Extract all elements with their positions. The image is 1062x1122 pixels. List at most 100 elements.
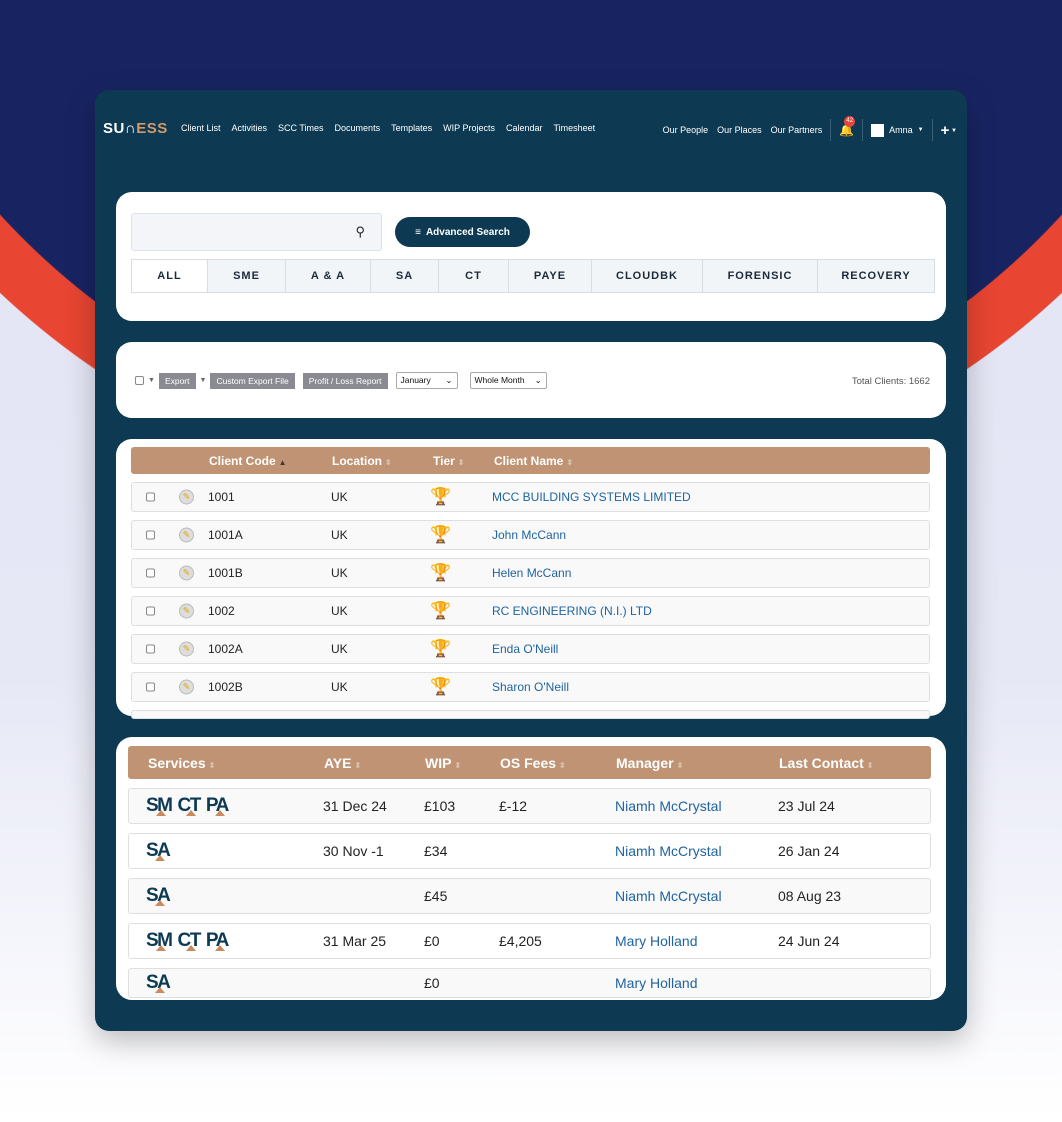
table-row[interactable]: ✎ 1001A UK 🏆 John McCann: [131, 520, 930, 550]
column-header[interactable]: Tier ⬍: [433, 454, 465, 468]
table-row[interactable]: SA £45 Niamh McCrystal 08 Aug 23: [128, 878, 931, 914]
add-menu-button[interactable]: + ▼: [940, 121, 957, 139]
client-name-link[interactable]: Helen McCann: [492, 566, 572, 580]
column-header[interactable]: WIP ⬍: [425, 755, 461, 771]
row-checkbox[interactable]: [146, 492, 155, 502]
wip: £0: [424, 975, 440, 991]
month-value: January: [400, 375, 431, 385]
tab-sa[interactable]: SA: [370, 260, 438, 292]
client-code: 1002: [208, 604, 235, 618]
nav-link-client-list[interactable]: Client List: [181, 123, 221, 133]
column-header[interactable]: OS Fees ⬍: [500, 755, 566, 771]
row-checkbox[interactable]: [146, 644, 155, 654]
tab-all[interactable]: ALL: [132, 260, 207, 292]
export-button[interactable]: Export: [158, 372, 196, 389]
table-row[interactable]: SA £0 Mary Holland: [128, 968, 931, 998]
service-badges: SM CT PA: [146, 795, 234, 817]
row-checkbox[interactable]: [146, 606, 155, 616]
caret-down-icon[interactable]: ▼: [199, 377, 207, 384]
column-header[interactable]: Manager ⬍: [616, 755, 683, 771]
select-all-checkbox[interactable]: [135, 376, 144, 385]
period-select[interactable]: Whole Month ⌄: [469, 372, 547, 389]
table-row[interactable]: ✎ 1002A UK 🏆 Enda O'Neill: [131, 634, 930, 664]
nav-link-our-places[interactable]: Our Places: [717, 125, 762, 135]
row-checkbox[interactable]: [146, 682, 155, 692]
nav-link-templates[interactable]: Templates: [391, 123, 433, 133]
column-header[interactable]: Location ⬍: [332, 454, 392, 468]
client-name-link[interactable]: Enda O'Neill: [492, 642, 559, 656]
sort-icon[interactable]: ⬍: [559, 760, 566, 770]
sort-icon[interactable]: ⬍: [385, 457, 392, 467]
edit-icon[interactable]: ✎: [179, 489, 194, 505]
search-input[interactable]: ⚲: [131, 213, 382, 251]
search-icon[interactable]: ⚲: [355, 224, 365, 239]
table-row[interactable]: SM CT PA 31 Mar 25 £0 £4,205 Mary Holland 24 Ju…: [128, 923, 931, 959]
sort-icon[interactable]: ⬍: [566, 457, 574, 467]
nav-link-documents[interactable]: Documents: [334, 123, 381, 133]
tab-paye[interactable]: PAYE: [508, 260, 591, 292]
profit-loss-report-button[interactable]: Profit / Loss Report: [302, 372, 388, 389]
custom-export-button[interactable]: Custom Export File: [210, 372, 295, 389]
sort-icon[interactable]: ⬍: [866, 760, 874, 770]
column-header[interactable]: Services ⬍: [148, 755, 215, 771]
column-header[interactable]: Client Code ▲: [209, 454, 287, 468]
table-row[interactable]: SM CT PA 31 Dec 24 £103 £-12 Niamh McCrystal 23…: [128, 788, 931, 824]
tab-forensic[interactable]: FORENSIC: [702, 260, 817, 292]
month-select[interactable]: January ⌄: [395, 372, 458, 389]
row-checkbox[interactable]: [146, 530, 155, 540]
manager-link[interactable]: Niamh McCrystal: [615, 888, 722, 904]
edit-icon[interactable]: ✎: [179, 603, 194, 619]
sort-icon[interactable]: ⬍: [676, 760, 684, 770]
nav-link-timesheet[interactable]: Timesheet: [553, 123, 596, 133]
service-badges: SM CT PA: [146, 930, 234, 952]
tab-sme[interactable]: SME: [207, 260, 285, 292]
sort-icon[interactable]: ▲: [278, 457, 287, 467]
edit-icon[interactable]: ✎: [179, 565, 194, 581]
column-header[interactable]: Last Contact ⬍: [779, 755, 874, 771]
nav-link-calendar[interactable]: Calendar: [505, 123, 543, 133]
column-header[interactable]: AYE ⬍: [324, 755, 361, 771]
table-row[interactable]: SA 30 Nov -1 £34 Niamh McCrystal 26 Jan 24: [128, 833, 931, 869]
service-badges: SA: [146, 840, 175, 862]
sort-icon[interactable]: ⬍: [454, 760, 462, 770]
tab-ct[interactable]: CT: [438, 260, 508, 292]
table-row[interactable]: ✎ 1001 UK 🏆 MCC BUILDING SYSTEMS LIMITED: [131, 482, 930, 512]
advanced-search-button[interactable]: ≡ Advanced Search: [395, 217, 530, 247]
nav-link-scc-times[interactable]: SCC Times: [278, 123, 324, 133]
client-name-link[interactable]: MCC BUILDING SYSTEMS LIMITED: [492, 490, 691, 504]
tab-recovery[interactable]: RECOVERY: [817, 260, 934, 292]
manager-link[interactable]: Mary Holland: [615, 975, 698, 991]
sort-icon[interactable]: ⬍: [457, 457, 465, 467]
clients-table-panel: Client Code ▲ Location ⬍ Tier ⬍ Client Name ⬍ ✎…: [116, 439, 946, 719]
table-row[interactable]: ✎ 1002B UK 🏆 Sharon O'Neill: [131, 672, 930, 702]
tier-trophy-icon: 🏆: [430, 563, 452, 582]
edit-icon[interactable]: ✎: [179, 641, 194, 657]
nav-link-wip-projects[interactable]: WIP Projects: [443, 123, 495, 133]
manager-link[interactable]: Mary Holland: [615, 933, 698, 949]
tab-aa[interactable]: A & A: [285, 260, 370, 292]
notifications-bell-icon[interactable]: 🔔 42: [839, 116, 856, 137]
row-checkbox[interactable]: [146, 568, 155, 578]
user-menu[interactable]: Amna ▼: [871, 123, 924, 137]
table-row[interactable]: ✎ 1001B UK 🏆 Helen McCann: [131, 558, 930, 588]
sort-icon[interactable]: ⬍: [354, 760, 362, 770]
nav-link-our-partners[interactable]: Our Partners: [770, 125, 823, 135]
caret-down-icon[interactable]: ▼: [148, 377, 155, 384]
nav-link-activities[interactable]: Activities: [231, 123, 268, 133]
column-header[interactable]: Client Name ⬍: [494, 454, 573, 468]
nav-link-our-people[interactable]: Our People: [662, 125, 709, 135]
edit-icon[interactable]: ✎: [179, 679, 194, 695]
client-name-link[interactable]: Sharon O'Neill: [492, 680, 569, 694]
edit-icon[interactable]: ✎: [179, 527, 194, 543]
service-badge-sa: SA: [146, 885, 171, 906]
table-row[interactable]: ✎ 1002 UK 🏆 RC ENGINEERING (N.I.) LTD: [131, 596, 930, 626]
table-row[interactable]: [131, 710, 930, 719]
client-name-link[interactable]: John McCann: [492, 528, 567, 542]
client-name-link[interactable]: RC ENGINEERING (N.I.) LTD: [492, 604, 652, 618]
aye: 31 Mar 25: [323, 933, 387, 949]
manager-link[interactable]: Niamh McCrystal: [615, 798, 722, 814]
manager-link[interactable]: Niamh McCrystal: [615, 843, 722, 859]
tab-cloudbk[interactable]: CLOUDBK: [591, 260, 702, 292]
sort-icon[interactable]: ⬍: [208, 760, 216, 770]
logo[interactable]: SU∩ESS: [103, 120, 168, 137]
